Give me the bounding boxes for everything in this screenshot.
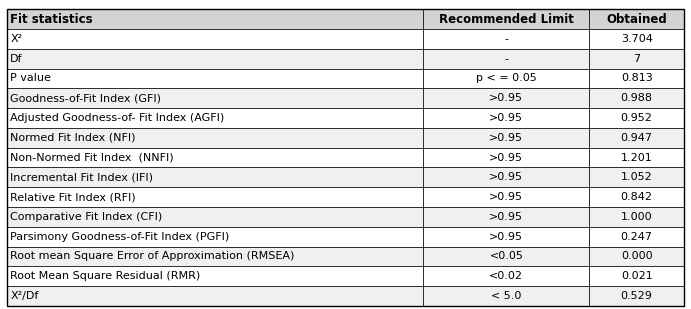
FancyBboxPatch shape xyxy=(424,286,589,306)
FancyBboxPatch shape xyxy=(424,207,589,227)
FancyBboxPatch shape xyxy=(7,108,424,128)
Text: Root Mean Square Residual (RMR): Root Mean Square Residual (RMR) xyxy=(10,271,200,281)
Text: 0.247: 0.247 xyxy=(621,232,653,242)
FancyBboxPatch shape xyxy=(7,247,424,266)
Text: >0.95: >0.95 xyxy=(489,212,523,222)
FancyBboxPatch shape xyxy=(7,88,424,108)
FancyBboxPatch shape xyxy=(589,247,684,266)
FancyBboxPatch shape xyxy=(589,207,684,227)
FancyBboxPatch shape xyxy=(7,227,424,247)
FancyBboxPatch shape xyxy=(7,148,424,167)
Text: 0.842: 0.842 xyxy=(621,192,653,202)
Text: 0.000: 0.000 xyxy=(621,252,652,261)
Text: p < = 0.05: p < = 0.05 xyxy=(476,74,537,83)
Text: >0.95: >0.95 xyxy=(489,232,523,242)
FancyBboxPatch shape xyxy=(424,266,589,286)
Text: 0.947: 0.947 xyxy=(621,133,653,143)
FancyBboxPatch shape xyxy=(7,69,424,88)
Text: >0.95: >0.95 xyxy=(489,133,523,143)
FancyBboxPatch shape xyxy=(424,187,589,207)
FancyBboxPatch shape xyxy=(424,247,589,266)
Text: -: - xyxy=(504,54,509,64)
FancyBboxPatch shape xyxy=(7,9,424,29)
FancyBboxPatch shape xyxy=(7,187,424,207)
Text: >0.95: >0.95 xyxy=(489,113,523,123)
Text: 1.201: 1.201 xyxy=(621,153,652,163)
FancyBboxPatch shape xyxy=(589,286,684,306)
Text: Recommended Limit: Recommended Limit xyxy=(439,13,574,26)
FancyBboxPatch shape xyxy=(424,9,589,29)
Text: >0.95: >0.95 xyxy=(489,172,523,182)
Text: Obtained: Obtained xyxy=(606,13,667,26)
Text: 0.952: 0.952 xyxy=(621,113,652,123)
FancyBboxPatch shape xyxy=(424,148,589,167)
Text: X²: X² xyxy=(10,34,23,44)
Text: Incremental Fit Index (IFI): Incremental Fit Index (IFI) xyxy=(10,172,153,182)
FancyBboxPatch shape xyxy=(589,148,684,167)
Text: Fit statistics: Fit statistics xyxy=(10,13,93,26)
FancyBboxPatch shape xyxy=(424,49,589,69)
Text: <0.05: <0.05 xyxy=(489,252,523,261)
FancyBboxPatch shape xyxy=(589,227,684,247)
Text: 3.704: 3.704 xyxy=(621,34,652,44)
Text: Parsimony Goodness-of-Fit Index (PGFI): Parsimony Goodness-of-Fit Index (PGFI) xyxy=(10,232,229,242)
Text: X²/Df: X²/Df xyxy=(10,291,39,301)
Text: 0.021: 0.021 xyxy=(621,271,652,281)
FancyBboxPatch shape xyxy=(589,108,684,128)
Text: 7: 7 xyxy=(633,54,641,64)
Text: Comparative Fit Index (CFI): Comparative Fit Index (CFI) xyxy=(10,212,162,222)
Text: -: - xyxy=(504,34,509,44)
FancyBboxPatch shape xyxy=(424,167,589,187)
Text: >0.95: >0.95 xyxy=(489,192,523,202)
Text: 1.052: 1.052 xyxy=(621,172,652,182)
Text: < 5.0: < 5.0 xyxy=(491,291,522,301)
FancyBboxPatch shape xyxy=(424,227,589,247)
Text: Root mean Square Error of Approximation (RMSEA): Root mean Square Error of Approximation … xyxy=(10,252,295,261)
Text: >0.95: >0.95 xyxy=(489,153,523,163)
FancyBboxPatch shape xyxy=(589,266,684,286)
Text: Goodness-of-Fit Index (GFI): Goodness-of-Fit Index (GFI) xyxy=(10,93,162,103)
FancyBboxPatch shape xyxy=(7,29,424,49)
FancyBboxPatch shape xyxy=(589,88,684,108)
Text: 0.813: 0.813 xyxy=(621,74,652,83)
Text: 0.529: 0.529 xyxy=(621,291,652,301)
FancyBboxPatch shape xyxy=(7,266,424,286)
Text: 0.988: 0.988 xyxy=(621,93,653,103)
FancyBboxPatch shape xyxy=(424,108,589,128)
FancyBboxPatch shape xyxy=(424,128,589,148)
FancyBboxPatch shape xyxy=(589,167,684,187)
FancyBboxPatch shape xyxy=(589,69,684,88)
Text: Non-Normed Fit Index  (NNFI): Non-Normed Fit Index (NNFI) xyxy=(10,153,174,163)
Text: Df: Df xyxy=(10,54,23,64)
FancyBboxPatch shape xyxy=(589,49,684,69)
FancyBboxPatch shape xyxy=(7,167,424,187)
Text: >0.95: >0.95 xyxy=(489,93,523,103)
FancyBboxPatch shape xyxy=(589,128,684,148)
Text: <0.02: <0.02 xyxy=(489,271,523,281)
FancyBboxPatch shape xyxy=(589,29,684,49)
FancyBboxPatch shape xyxy=(424,29,589,49)
Text: Adjusted Goodness-of- Fit Index (AGFI): Adjusted Goodness-of- Fit Index (AGFI) xyxy=(10,113,225,123)
FancyBboxPatch shape xyxy=(7,207,424,227)
FancyBboxPatch shape xyxy=(424,69,589,88)
FancyBboxPatch shape xyxy=(7,286,424,306)
Text: 1.000: 1.000 xyxy=(621,212,652,222)
FancyBboxPatch shape xyxy=(589,9,684,29)
Text: P value: P value xyxy=(10,74,51,83)
FancyBboxPatch shape xyxy=(7,49,424,69)
FancyBboxPatch shape xyxy=(7,128,424,148)
FancyBboxPatch shape xyxy=(589,187,684,207)
Text: Normed Fit Index (NFI): Normed Fit Index (NFI) xyxy=(10,133,136,143)
Text: Relative Fit Index (RFI): Relative Fit Index (RFI) xyxy=(10,192,136,202)
FancyBboxPatch shape xyxy=(424,88,589,108)
